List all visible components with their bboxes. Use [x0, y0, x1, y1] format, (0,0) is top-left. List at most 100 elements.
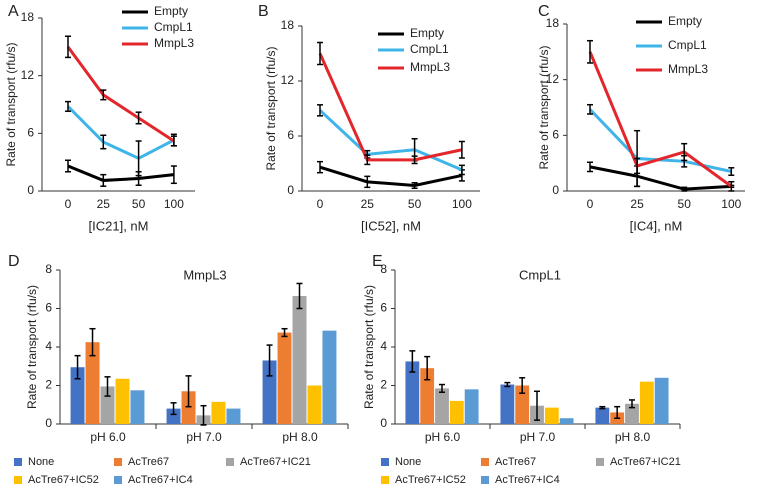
bar [420, 368, 435, 424]
y-tick-label: 0 [552, 183, 559, 197]
y-tick-label: 6 [45, 301, 52, 315]
legend-label: AcTre67+IC52 [395, 474, 466, 485]
legend-label: AcTre67 [128, 456, 169, 468]
x-tick-label: pH 6.0 [90, 430, 126, 444]
series-line [318, 52, 463, 162]
bar [515, 385, 530, 424]
legend-swatch [481, 476, 489, 484]
y-axis-label: Rate of transport (rfu/s) [537, 45, 551, 169]
y-tick-label: 6 [287, 128, 294, 142]
x-tick-label: 100 [452, 197, 472, 211]
x-tick-label: 25 [361, 197, 375, 211]
y-tick-label: 4 [45, 339, 52, 353]
legend-label: CmpL1 [668, 38, 707, 52]
y-tick-label: 6 [380, 301, 387, 315]
x-tick-label: 50 [678, 197, 692, 211]
panel-label: A [8, 3, 19, 20]
legend-label: AcTre67+IC4 [128, 474, 193, 485]
x-tick-label: 100 [164, 197, 184, 211]
bar [307, 385, 322, 424]
series-line [588, 108, 732, 173]
bar [130, 390, 145, 424]
panel-label: E [372, 253, 383, 270]
y-tick-label: 8 [45, 262, 52, 276]
x-tick-label: 100 [721, 197, 741, 211]
x-axis-label: [IC4], nM [630, 218, 683, 233]
bar [115, 378, 130, 424]
y-tick-label: 18 [21, 10, 35, 24]
bar [166, 408, 181, 424]
x-tick-label: 50 [408, 197, 422, 211]
bar [322, 330, 337, 424]
y-tick-label: 12 [281, 73, 295, 87]
y-tick-label: 6 [27, 126, 34, 140]
bar [85, 342, 100, 424]
y-axis-label: Rate of transport (rfu/s) [25, 285, 39, 409]
legend-swatch [381, 458, 389, 466]
x-tick-label: pH 7.0 [520, 430, 556, 444]
bar [211, 401, 226, 424]
x-tick-label: 25 [630, 197, 644, 211]
legend-swatch [596, 458, 604, 466]
y-tick-label: 0 [380, 416, 387, 430]
y-tick-label: 2 [380, 378, 387, 392]
x-tick-label: 25 [97, 197, 111, 211]
legend-label: MmpL3 [154, 36, 194, 50]
series-line [66, 45, 175, 143]
bar [500, 384, 515, 424]
legend-swatch [14, 458, 22, 466]
x-tick-label: pH 8.0 [282, 430, 318, 444]
legend-label: MmpL3 [410, 60, 450, 74]
legend-label: Empty [410, 26, 444, 40]
y-tick-label: 0 [27, 183, 34, 197]
bar [405, 361, 420, 424]
bar [181, 391, 196, 424]
y-tick-label: 4 [380, 339, 387, 353]
y-tick-label: 12 [21, 68, 35, 82]
x-tick-label: pH 7.0 [186, 430, 222, 444]
legend-label: AcTre67+IC52 [28, 474, 99, 485]
panel-label: C [538, 3, 550, 20]
legend-label: AcTre67 [495, 456, 536, 468]
x-tick-label: pH 6.0 [425, 430, 461, 444]
legend-label: MmpL3 [668, 62, 708, 76]
x-tick-label: 0 [587, 197, 594, 211]
legend-label: None [395, 456, 421, 468]
bar [449, 400, 464, 424]
legend-swatch [226, 458, 234, 466]
panel-label: B [258, 3, 269, 20]
series-line [66, 105, 175, 160]
bar [435, 388, 449, 424]
series-line [589, 165, 732, 191]
legend-label: Empty [668, 14, 702, 28]
bar [464, 389, 479, 424]
y-tick-label: 0 [287, 183, 294, 197]
x-tick-label: 50 [132, 197, 146, 211]
legend-swatch [14, 476, 22, 484]
legend-swatch [381, 476, 389, 484]
legend-swatch [481, 458, 489, 466]
series-line [588, 51, 733, 188]
bar [100, 386, 115, 424]
series-line [318, 109, 463, 172]
x-axis-label: [IC21], nM [89, 218, 149, 233]
bar [262, 360, 277, 424]
legend-label: None [28, 456, 54, 468]
bar [226, 408, 241, 424]
y-tick-label: 2 [45, 378, 52, 392]
y-axis-label: Rate of transport (rfu/s) [362, 285, 376, 409]
legend-swatch [114, 458, 122, 466]
y-tick-label: 6 [552, 128, 559, 142]
bar [559, 418, 574, 424]
legend-swatch [114, 476, 122, 484]
legend-label: CmpL1 [410, 42, 449, 56]
chart-title: MmpL3 [183, 267, 226, 282]
series-line [319, 165, 463, 188]
bar [639, 381, 654, 424]
y-tick-label: 18 [281, 18, 295, 32]
panel-label: D [8, 253, 20, 270]
bar [654, 377, 669, 424]
bar [277, 332, 292, 424]
bar [625, 403, 639, 424]
